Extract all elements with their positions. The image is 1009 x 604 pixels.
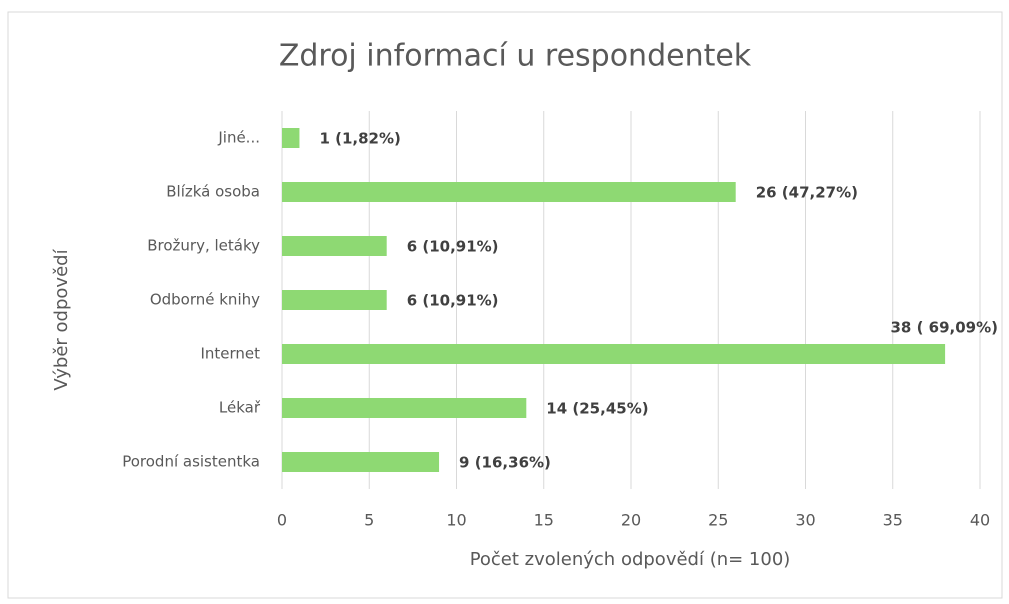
y-tick-label: Internet <box>200 345 260 363</box>
bar <box>282 344 946 364</box>
x-tick-label: 40 <box>970 511 990 530</box>
x-tick-label: 25 <box>708 511 728 530</box>
chart-frame <box>7 11 1003 599</box>
data-label: 38 ( 69,09%) <box>890 319 998 337</box>
data-label: 6 (10,91%) <box>407 238 499 256</box>
y-tick-label: Jiné... <box>217 129 260 147</box>
data-label: 1 (1,82%) <box>319 130 400 148</box>
bar <box>282 182 736 202</box>
data-label: 26 (47,27%) <box>756 184 858 202</box>
x-tick-label: 5 <box>364 511 374 530</box>
x-tick-label: 35 <box>883 511 903 530</box>
bar <box>282 128 300 148</box>
data-label: 14 (25,45%) <box>546 400 648 418</box>
x-tick-label: 0 <box>277 511 287 530</box>
chart-title: Zdroj informací u respondentek <box>279 39 752 74</box>
bar <box>282 290 387 310</box>
bar <box>282 452 440 472</box>
data-label: 6 (10,91%) <box>407 292 499 310</box>
x-tick-label: 30 <box>795 511 815 530</box>
data-label: 9 (16,36%) <box>459 454 551 472</box>
x-tick-label: 20 <box>621 511 641 530</box>
bar <box>282 236 387 256</box>
y-tick-label: Blízká osoba <box>166 183 260 201</box>
y-tick-label: Odborné knihy <box>150 291 260 309</box>
y-tick-label: Lékař <box>219 399 261 417</box>
x-tick-label: 15 <box>534 511 554 530</box>
y-axis-label: Výběr odpovědí <box>51 248 72 390</box>
x-tick-label: 10 <box>446 511 466 530</box>
x-axis-label: Počet zvolených odpovědí (n= 100) <box>470 549 791 570</box>
bar <box>282 398 527 418</box>
y-tick-label: Brožury, letáky <box>147 237 260 255</box>
y-tick-label: Porodní asistentka <box>122 453 260 471</box>
